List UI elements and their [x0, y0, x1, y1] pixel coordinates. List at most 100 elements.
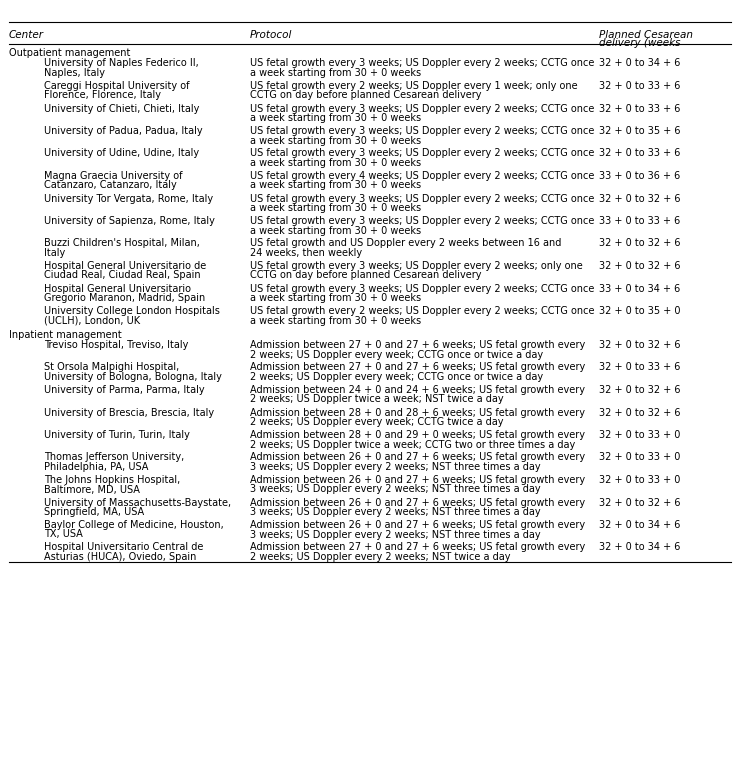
Text: 32 + 0 to 33 + 0: 32 + 0 to 33 + 0 [599, 475, 681, 485]
Text: Admission between 27 + 0 and 27 + 6 weeks; US fetal growth every: Admission between 27 + 0 and 27 + 6 week… [250, 363, 585, 372]
Text: 33 + 0 to 36 + 6: 33 + 0 to 36 + 6 [599, 171, 681, 181]
Text: Florence, Florence, Italy: Florence, Florence, Italy [44, 90, 161, 100]
Text: 24 weeks, then weekly: 24 weeks, then weekly [250, 248, 363, 258]
Text: Asturias (HUCA), Oviedo, Spain: Asturias (HUCA), Oviedo, Spain [44, 552, 197, 562]
Text: Admission between 26 + 0 and 27 + 6 weeks; US fetal growth every: Admission between 26 + 0 and 27 + 6 week… [250, 452, 585, 463]
Text: 33 + 0 to 33 + 6: 33 + 0 to 33 + 6 [599, 216, 681, 226]
Text: 32 + 0 to 34 + 6: 32 + 0 to 34 + 6 [599, 59, 681, 68]
Text: US fetal growth every 3 weeks; US Doppler every 2 weeks; CCTG once: US fetal growth every 3 weeks; US Dopple… [250, 126, 594, 136]
Text: US fetal growth and US Doppler every 2 weeks between 16 and: US fetal growth and US Doppler every 2 w… [250, 239, 562, 249]
Text: The Johns Hopkins Hospital,: The Johns Hopkins Hospital, [44, 475, 181, 485]
Text: US fetal growth every 2 weeks; US Doppler every 2 weeks; CCTG once: US fetal growth every 2 weeks; US Dopple… [250, 306, 595, 316]
Text: 32 + 0 to 32 + 6: 32 + 0 to 32 + 6 [599, 261, 681, 271]
Text: Outpatient management: Outpatient management [9, 48, 130, 58]
Text: Protocol: Protocol [250, 30, 292, 40]
Text: US fetal growth every 4 weeks; US Doppler every 2 weeks; CCTG once: US fetal growth every 4 weeks; US Dopple… [250, 171, 594, 181]
Text: University of Bologna, Bologna, Italy: University of Bologna, Bologna, Italy [44, 372, 222, 382]
Text: Planned Cesarean: Planned Cesarean [599, 30, 693, 40]
Text: CCTG on day before planned Cesarean delivery: CCTG on day before planned Cesarean deli… [250, 90, 482, 100]
Text: University of Chieti, Chieti, Italy: University of Chieti, Chieti, Italy [44, 103, 200, 113]
Text: University of Udine, Udine, Italy: University of Udine, Udine, Italy [44, 148, 200, 159]
Text: 32 + 0 to 34 + 6: 32 + 0 to 34 + 6 [599, 520, 681, 530]
Text: Admission between 24 + 0 and 24 + 6 weeks; US fetal growth every: Admission between 24 + 0 and 24 + 6 week… [250, 385, 585, 395]
Text: a week starting from 30 + 0 weeks: a week starting from 30 + 0 weeks [250, 181, 421, 191]
Text: Inpatient management: Inpatient management [9, 330, 121, 340]
Text: a week starting from 30 + 0 weeks: a week starting from 30 + 0 weeks [250, 113, 421, 123]
Text: US fetal growth every 3 weeks; US Doppler every 2 weeks; only one: US fetal growth every 3 weeks; US Dopple… [250, 261, 583, 271]
Text: 32 + 0 to 35 + 0: 32 + 0 to 35 + 0 [599, 306, 681, 316]
Text: 2 weeks; US Doppler every week; CCTG once or twice a day: 2 weeks; US Doppler every week; CCTG onc… [250, 372, 543, 382]
Text: a week starting from 30 + 0 weeks: a week starting from 30 + 0 weeks [250, 203, 421, 213]
Text: Center: Center [9, 30, 44, 40]
Text: 32 + 0 to 32 + 6: 32 + 0 to 32 + 6 [599, 498, 681, 508]
Text: a week starting from 30 + 0 weeks: a week starting from 30 + 0 weeks [250, 226, 421, 236]
Text: Ciudad Real, Ciudad Real, Spain: Ciudad Real, Ciudad Real, Spain [44, 271, 201, 280]
Text: University of Massachusetts-Baystate,: University of Massachusetts-Baystate, [44, 498, 232, 508]
Text: (UCLH), London, UK: (UCLH), London, UK [44, 315, 141, 325]
Text: TX, USA: TX, USA [44, 530, 83, 540]
Text: Thomas Jefferson University,: Thomas Jefferson University, [44, 452, 185, 463]
Text: 32 + 0 to 32 + 6: 32 + 0 to 32 + 6 [599, 194, 681, 204]
Text: 32 + 0 to 33 + 6: 32 + 0 to 33 + 6 [599, 363, 681, 372]
Text: Admission between 28 + 0 and 29 + 0 weeks; US fetal growth every: Admission between 28 + 0 and 29 + 0 week… [250, 430, 585, 440]
Text: Careggi Hospital University of: Careggi Hospital University of [44, 81, 190, 91]
Text: University of Brescia, Brescia, Italy: University of Brescia, Brescia, Italy [44, 407, 215, 417]
Text: US fetal growth every 3 weeks; US Doppler every 2 weeks; CCTG once: US fetal growth every 3 weeks; US Dopple… [250, 283, 594, 293]
Text: University of Parma, Parma, Italy: University of Parma, Parma, Italy [44, 385, 205, 395]
Text: Hospital Universitario Central de: Hospital Universitario Central de [44, 543, 204, 553]
Text: 33 + 0 to 34 + 6: 33 + 0 to 34 + 6 [599, 283, 681, 293]
Text: Admission between 27 + 0 and 27 + 6 weeks; US fetal growth every: Admission between 27 + 0 and 27 + 6 week… [250, 340, 585, 350]
Text: 32 + 0 to 32 + 6: 32 + 0 to 32 + 6 [599, 239, 681, 249]
Text: US fetal growth every 2 weeks; US Doppler every 1 week; only one: US fetal growth every 2 weeks; US Dopple… [250, 81, 578, 91]
Text: 3 weeks; US Doppler every 2 weeks; NST three times a day: 3 weeks; US Doppler every 2 weeks; NST t… [250, 485, 541, 495]
Text: 32 + 0 to 33 + 6: 32 + 0 to 33 + 6 [599, 148, 681, 159]
Text: a week starting from 30 + 0 weeks: a week starting from 30 + 0 weeks [250, 135, 421, 145]
Text: Baltimore, MD, USA: Baltimore, MD, USA [44, 485, 141, 495]
Text: 3 weeks; US Doppler every 2 weeks; NST three times a day: 3 weeks; US Doppler every 2 weeks; NST t… [250, 462, 541, 472]
Text: US fetal growth every 3 weeks; US Doppler every 2 weeks; CCTG once: US fetal growth every 3 weeks; US Dopple… [250, 59, 594, 68]
Text: US fetal growth every 3 weeks; US Doppler every 2 weeks; CCTG once: US fetal growth every 3 weeks; US Dopple… [250, 194, 594, 204]
Text: Admission between 26 + 0 and 27 + 6 weeks; US fetal growth every: Admission between 26 + 0 and 27 + 6 week… [250, 520, 585, 530]
Text: Springfield, MA, USA: Springfield, MA, USA [44, 507, 144, 517]
Text: 32 + 0 to 34 + 6: 32 + 0 to 34 + 6 [599, 543, 681, 553]
Text: Admission between 27 + 0 and 27 + 6 weeks; US fetal growth every: Admission between 27 + 0 and 27 + 6 week… [250, 543, 585, 553]
Text: US fetal growth every 3 weeks; US Doppler every 2 weeks; CCTG once: US fetal growth every 3 weeks; US Dopple… [250, 148, 594, 159]
Text: Admission between 28 + 0 and 28 + 6 weeks; US fetal growth every: Admission between 28 + 0 and 28 + 6 week… [250, 407, 585, 417]
Text: Catanzaro, Catanzaro, Italy: Catanzaro, Catanzaro, Italy [44, 181, 177, 191]
Text: 32 + 0 to 32 + 6: 32 + 0 to 32 + 6 [599, 385, 681, 395]
Text: Hospital General Universitario: Hospital General Universitario [44, 283, 192, 293]
Text: CCTG on day before planned Cesarean delivery: CCTG on day before planned Cesarean deli… [250, 271, 482, 280]
Text: Gregorio Maranon, Madrid, Spain: Gregorio Maranon, Madrid, Spain [44, 293, 206, 303]
Text: University of Naples Federico II,: University of Naples Federico II, [44, 59, 199, 68]
Text: 2 weeks; US Doppler every week; CCTG once or twice a day: 2 weeks; US Doppler every week; CCTG onc… [250, 350, 543, 359]
Text: Admission between 26 + 0 and 27 + 6 weeks; US fetal growth every: Admission between 26 + 0 and 27 + 6 week… [250, 475, 585, 485]
Text: 32 + 0 to 33 + 6: 32 + 0 to 33 + 6 [599, 81, 681, 91]
Text: Hospital General Universitario de: Hospital General Universitario de [44, 261, 206, 271]
Text: Philadelphia, PA, USA: Philadelphia, PA, USA [44, 462, 149, 472]
Text: University of Padua, Padua, Italy: University of Padua, Padua, Italy [44, 126, 203, 136]
Text: 32 + 0 to 33 + 6: 32 + 0 to 33 + 6 [599, 103, 681, 113]
Text: 3 weeks; US Doppler every 2 weeks; NST three times a day: 3 weeks; US Doppler every 2 weeks; NST t… [250, 507, 541, 517]
Text: a week starting from 30 + 0 weeks: a week starting from 30 + 0 weeks [250, 293, 421, 303]
Text: 2 weeks; US Doppler every 2 weeks; NST twice a day: 2 weeks; US Doppler every 2 weeks; NST t… [250, 552, 511, 562]
Text: Treviso Hospital, Treviso, Italy: Treviso Hospital, Treviso, Italy [44, 340, 189, 350]
Text: US fetal growth every 3 weeks; US Doppler every 2 weeks; CCTG once: US fetal growth every 3 weeks; US Dopple… [250, 216, 594, 226]
Text: 2 weeks; US Doppler twice a week; CCTG two or three times a day: 2 weeks; US Doppler twice a week; CCTG t… [250, 439, 576, 449]
Text: Admission between 26 + 0 and 27 + 6 weeks; US fetal growth every: Admission between 26 + 0 and 27 + 6 week… [250, 498, 585, 508]
Text: a week starting from 30 + 0 weeks: a week starting from 30 + 0 weeks [250, 315, 421, 325]
Text: US fetal growth every 3 weeks; US Doppler every 2 weeks; CCTG once: US fetal growth every 3 weeks; US Dopple… [250, 103, 594, 113]
Text: Italy: Italy [44, 248, 66, 258]
Text: 32 + 0 to 33 + 0: 32 + 0 to 33 + 0 [599, 430, 681, 440]
Text: 2 weeks; US Doppler every week; CCTG twice a day: 2 weeks; US Doppler every week; CCTG twi… [250, 417, 504, 427]
Text: delivery (weeks: delivery (weeks [599, 38, 681, 48]
Text: St Orsola Malpighi Hospital,: St Orsola Malpighi Hospital, [44, 363, 180, 372]
Text: 32 + 0 to 35 + 6: 32 + 0 to 35 + 6 [599, 126, 681, 136]
Text: a week starting from 30 + 0 weeks: a week starting from 30 + 0 weeks [250, 68, 421, 78]
Text: Buzzi Children's Hospital, Milan,: Buzzi Children's Hospital, Milan, [44, 239, 201, 249]
Text: Magna Graecia University of: Magna Graecia University of [44, 171, 183, 181]
Text: a week starting from 30 + 0 weeks: a week starting from 30 + 0 weeks [250, 158, 421, 168]
Text: 3 weeks; US Doppler every 2 weeks; NST three times a day: 3 weeks; US Doppler every 2 weeks; NST t… [250, 530, 541, 540]
Text: Baylor College of Medicine, Houston,: Baylor College of Medicine, Houston, [44, 520, 224, 530]
Text: Naples, Italy: Naples, Italy [44, 68, 105, 78]
Text: University of Turin, Turin, Italy: University of Turin, Turin, Italy [44, 430, 190, 440]
